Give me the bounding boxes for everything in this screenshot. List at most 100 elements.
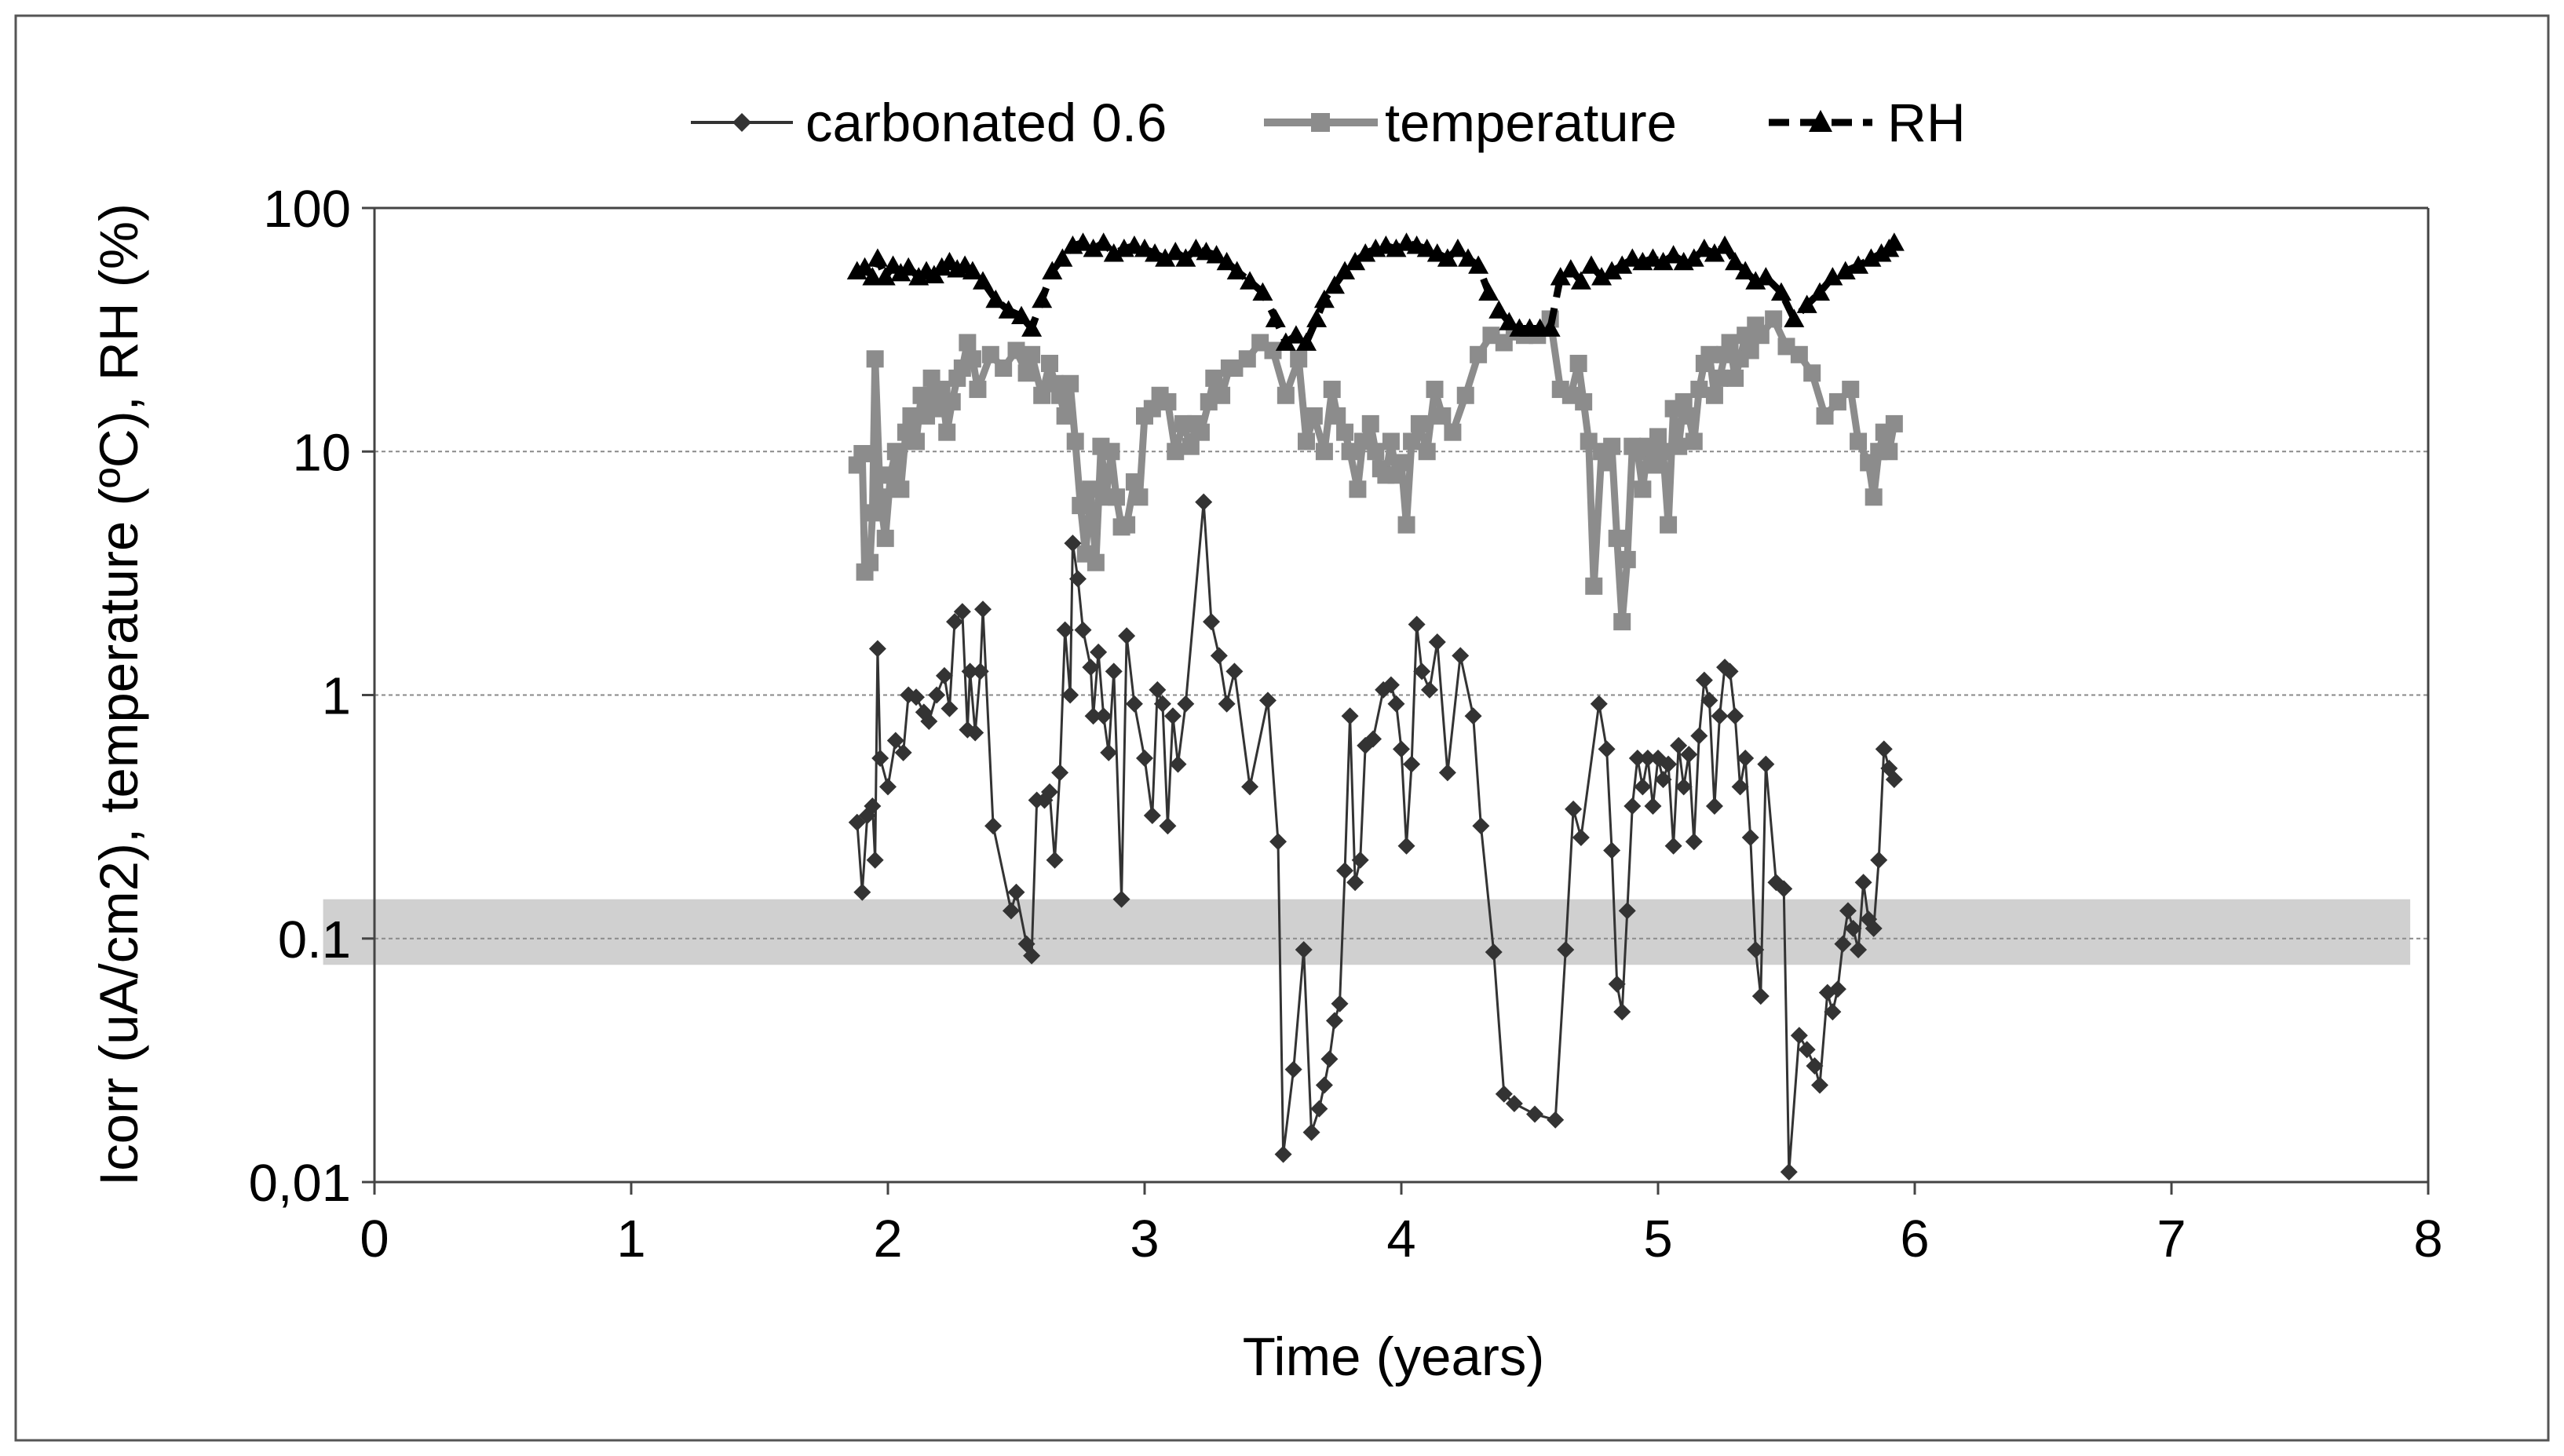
temperature-point <box>1613 613 1631 630</box>
temperature-point <box>1239 350 1256 367</box>
temperature-point <box>877 530 894 547</box>
temperature-point <box>1349 480 1366 498</box>
temperature-point <box>1205 370 1222 387</box>
temperature-point <box>1316 443 1333 460</box>
temperature-point <box>1336 424 1353 441</box>
x-tick-label: 2 <box>873 1210 902 1268</box>
temperature-point <box>1706 387 1723 404</box>
temperature-point <box>1470 346 1487 363</box>
temperature-point <box>1298 432 1315 450</box>
y-axis-title: Icorr (uA/cm2), temperature (ºC), RH (%) <box>89 203 149 1186</box>
temperature-point <box>944 393 961 411</box>
temperature-point <box>853 445 871 462</box>
temperature-point <box>1842 381 1859 398</box>
temperature-point <box>1382 432 1400 450</box>
temperature-point <box>1722 334 1739 352</box>
temperature-point <box>938 424 955 441</box>
temperature-point <box>1619 551 1636 568</box>
temperature-point <box>969 381 986 398</box>
temperature-point <box>1367 443 1384 460</box>
temperature-point <box>1398 516 1415 534</box>
temperature-point <box>1403 432 1420 450</box>
temperature-point <box>1434 407 1451 425</box>
temperature-point <box>1362 415 1379 432</box>
temperature-point <box>1082 480 1099 498</box>
shaded-band <box>323 900 2411 965</box>
temperature-point <box>1057 407 1074 425</box>
temperature-point <box>964 350 981 367</box>
temperature-point <box>864 504 881 521</box>
temperature-point <box>1690 381 1708 398</box>
y-tick-label: 100 <box>263 180 351 239</box>
temperature-point <box>1419 443 1436 460</box>
temperature-point <box>1742 342 1759 359</box>
legend-label-carbonated: carbonated 0.6 <box>805 93 1167 153</box>
y-tick-label: 10 <box>292 423 351 482</box>
temperature-point <box>1457 387 1474 404</box>
temperature-point <box>1575 393 1592 411</box>
temperature-point <box>1634 480 1651 498</box>
temperature-point <box>1118 516 1135 534</box>
y-tick-label: 0,01 <box>249 1154 351 1213</box>
temperature-point <box>1087 554 1105 571</box>
temperature-point <box>1444 424 1461 441</box>
temperature-point <box>1411 415 1428 432</box>
temperature-point <box>1850 432 1867 450</box>
temperature-point <box>867 350 884 367</box>
temperature-point <box>1393 454 1410 471</box>
temperature-point <box>887 443 904 460</box>
temperature-point <box>1660 516 1677 534</box>
temperature-point <box>1598 454 1616 471</box>
temperature-point <box>1791 346 1808 363</box>
temperature-point <box>1711 370 1728 387</box>
x-tick-label: 8 <box>2413 1210 2442 1268</box>
y-tick-label: 0.1 <box>278 910 351 969</box>
legend-label-rh: RH <box>1887 93 1966 153</box>
temperature-point <box>928 400 945 418</box>
temperature-point <box>913 387 930 404</box>
temperature-point <box>1655 443 1672 460</box>
temperature-point <box>1213 387 1230 404</box>
temperature-point <box>871 488 889 505</box>
temperature-point <box>908 432 925 450</box>
temperature-point <box>1067 432 1084 450</box>
temperature-point <box>1102 443 1119 460</box>
temperature-point <box>1041 355 1058 372</box>
legend-label-temperature: temperature <box>1385 93 1677 153</box>
temperature-point <box>1008 342 1025 359</box>
temperature-point <box>902 407 919 425</box>
temperature-point <box>1886 415 1903 432</box>
temperature-point <box>1765 310 1782 327</box>
temperature-point <box>1680 407 1697 425</box>
temperature-point <box>1686 432 1703 450</box>
temperature-point <box>1880 443 1897 460</box>
temperature-point <box>1324 381 1341 398</box>
x-tick-label: 3 <box>1130 1210 1159 1268</box>
temperature-point <box>1193 424 1210 441</box>
temperature-point <box>1159 393 1176 411</box>
legend-marker-temperature <box>1311 113 1330 132</box>
temperature-point <box>1023 346 1040 363</box>
temperature-point <box>1585 578 1602 595</box>
x-tick-label: 4 <box>1386 1210 1415 1268</box>
temperature-point <box>1108 488 1125 505</box>
temperature-point <box>1126 473 1143 491</box>
temperature-point <box>861 554 878 571</box>
temperature-point <box>1328 407 1346 425</box>
temperature-point <box>1670 438 1687 455</box>
x-tick-label: 6 <box>1900 1210 1929 1268</box>
temperature-point <box>1072 497 1089 514</box>
temperature-point <box>995 359 1012 377</box>
temperature-point <box>1130 488 1148 505</box>
temperature-point <box>892 480 909 498</box>
temperature-point <box>1752 327 1770 344</box>
temperature-point <box>1167 443 1184 460</box>
temperature-point <box>1290 350 1307 367</box>
temperature-point <box>1803 364 1821 381</box>
temperature-point <box>1700 346 1718 363</box>
x-tick-label: 0 <box>360 1210 389 1268</box>
temperature-point <box>1306 407 1323 425</box>
temperature-point <box>1277 387 1295 404</box>
temperature-point <box>1609 530 1626 547</box>
temperature-point <box>1018 364 1035 381</box>
